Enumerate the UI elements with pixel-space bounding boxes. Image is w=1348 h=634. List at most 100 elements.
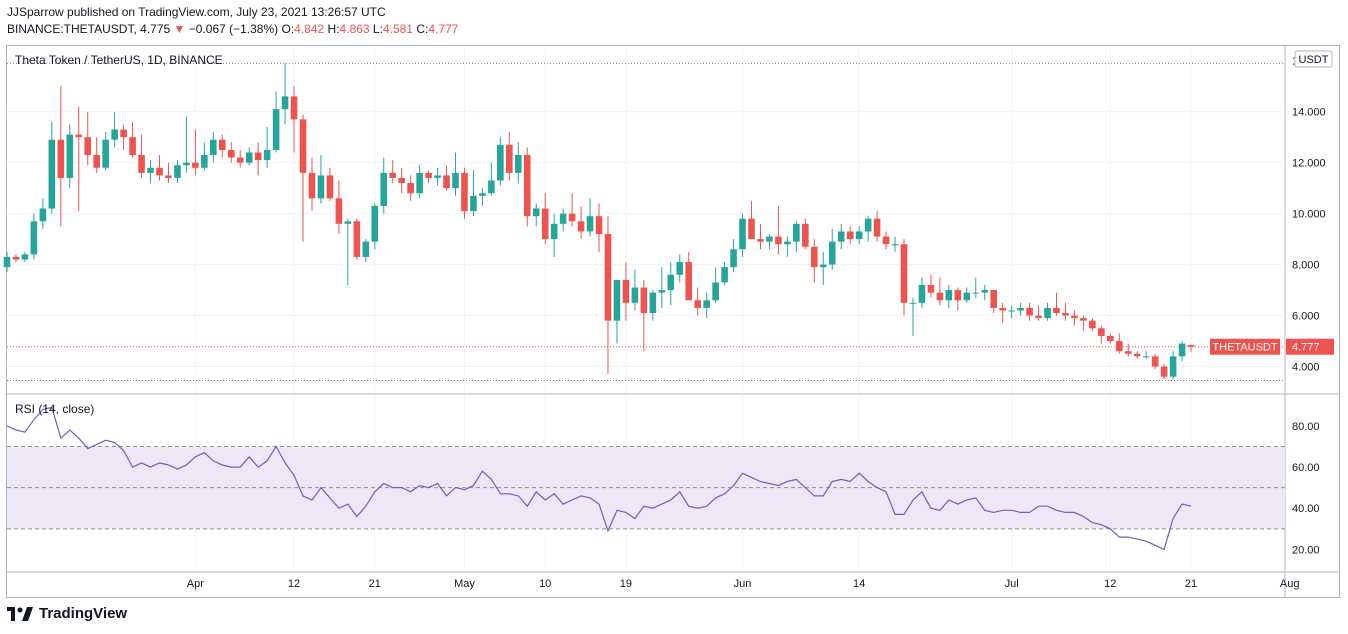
- low-label: L:: [372, 22, 383, 36]
- candle-down: [1080, 318, 1087, 321]
- candle-down: [802, 223, 809, 247]
- candle-up: [263, 149, 271, 161]
- candle-up: [819, 264, 827, 268]
- candle-down: [156, 167, 163, 176]
- candle-down: [57, 139, 65, 178]
- candle-down: [93, 155, 100, 168]
- candle-up: [102, 139, 109, 168]
- candle-down: [595, 216, 603, 235]
- rsi-line: [6, 406, 1192, 551]
- candle-up: [1142, 356, 1150, 358]
- candle-up: [1044, 307, 1051, 319]
- candle-up: [721, 267, 728, 283]
- candle-up: [793, 223, 800, 242]
- candle-up: [1008, 310, 1015, 312]
- candle-down: [640, 287, 648, 314]
- time-tick-label: May: [454, 578, 475, 590]
- candle-down: [254, 152, 262, 161]
- time-tick-label: 12: [288, 578, 300, 590]
- candle-down: [75, 134, 83, 138]
- time-tick-label: 19: [620, 578, 632, 590]
- candle-down: [227, 149, 235, 158]
- candle-down: [299, 119, 307, 173]
- candle-up: [30, 221, 38, 255]
- high-value: 4.863: [339, 22, 370, 36]
- candle-up: [676, 262, 684, 275]
- candle-up: [111, 129, 118, 140]
- candle-up: [1178, 343, 1186, 357]
- price-tick-label: 10.000: [1292, 209, 1326, 221]
- candle-down: [882, 236, 890, 245]
- candle-up: [559, 213, 567, 224]
- candle-down: [900, 244, 908, 303]
- time-tick-label: 21: [1185, 578, 1197, 590]
- candle-up: [981, 290, 989, 293]
- candle-up: [3, 256, 11, 268]
- candle-down: [748, 218, 755, 240]
- candle-up: [963, 292, 971, 301]
- tradingview-brand: TradingView: [39, 605, 128, 622]
- candle-up: [147, 167, 154, 173]
- candle-down: [757, 239, 764, 242]
- time-tick-label: Apr: [187, 578, 204, 590]
- candle-down: [1151, 356, 1159, 367]
- candle-down: [1124, 351, 1132, 354]
- candle-up: [784, 241, 791, 245]
- candle-up: [344, 221, 352, 224]
- candle-up: [434, 175, 441, 178]
- last-price-tag-value: 4.777: [1292, 342, 1320, 354]
- candle-down: [811, 246, 818, 268]
- candle-up: [362, 241, 370, 257]
- candle-up: [649, 292, 657, 314]
- price-tick-label: 6.000: [1292, 311, 1320, 323]
- candle-down: [1071, 315, 1078, 319]
- candle-down: [120, 129, 127, 138]
- candle-down: [326, 175, 334, 199]
- candle-down: [1062, 313, 1069, 316]
- currency-label: USDT: [1299, 54, 1329, 66]
- candle-up: [210, 139, 217, 156]
- candle-down: [1133, 353, 1141, 357]
- candle-down: [622, 279, 630, 303]
- candle-down: [775, 236, 782, 245]
- currency-box: [1294, 50, 1333, 68]
- price-tick-label: 4.000: [1292, 362, 1320, 374]
- candle-up: [837, 231, 845, 242]
- candle-up: [1169, 356, 1177, 377]
- candle-down: [936, 292, 944, 301]
- candle-up: [972, 292, 980, 294]
- tradingview-footer: TradingView: [7, 605, 127, 622]
- candle-up: [945, 290, 953, 301]
- candle-up: [66, 134, 74, 178]
- low-value: 4.581: [382, 22, 413, 36]
- candle-down: [425, 172, 432, 178]
- candle-down: [604, 234, 612, 321]
- price-value: 4.775: [140, 22, 171, 36]
- chart-title: Theta Token / TetherUS, 1D, BINANCE: [15, 53, 223, 67]
- candle-down: [577, 221, 585, 232]
- candle-up: [380, 172, 388, 206]
- symbol-price-tag-label: THETAUSDT: [1212, 342, 1277, 354]
- candle-down: [138, 155, 145, 173]
- rsi-title: RSI (14, close): [15, 402, 94, 416]
- candle-down: [1098, 328, 1105, 336]
- candle-down: [165, 175, 172, 178]
- candle-up: [550, 223, 558, 240]
- candle-down: [290, 96, 298, 120]
- time-tick-label: 12: [1104, 578, 1116, 590]
- candle-up: [245, 152, 253, 163]
- symbol-price-tag: [1210, 338, 1280, 355]
- chart-panel[interactable]: [6, 45, 1340, 598]
- price-tick-label: 8.000: [1292, 260, 1320, 272]
- candle-up: [730, 249, 737, 268]
- candle-down: [389, 172, 397, 178]
- candle-up: [281, 96, 289, 110]
- candle-up: [918, 284, 926, 303]
- candle-down: [218, 139, 226, 150]
- tradingview-logo-icon: [7, 606, 33, 621]
- candle-down: [1035, 315, 1042, 319]
- candle-down: [84, 137, 92, 156]
- candle-up: [514, 155, 522, 173]
- candle-up: [1017, 307, 1024, 311]
